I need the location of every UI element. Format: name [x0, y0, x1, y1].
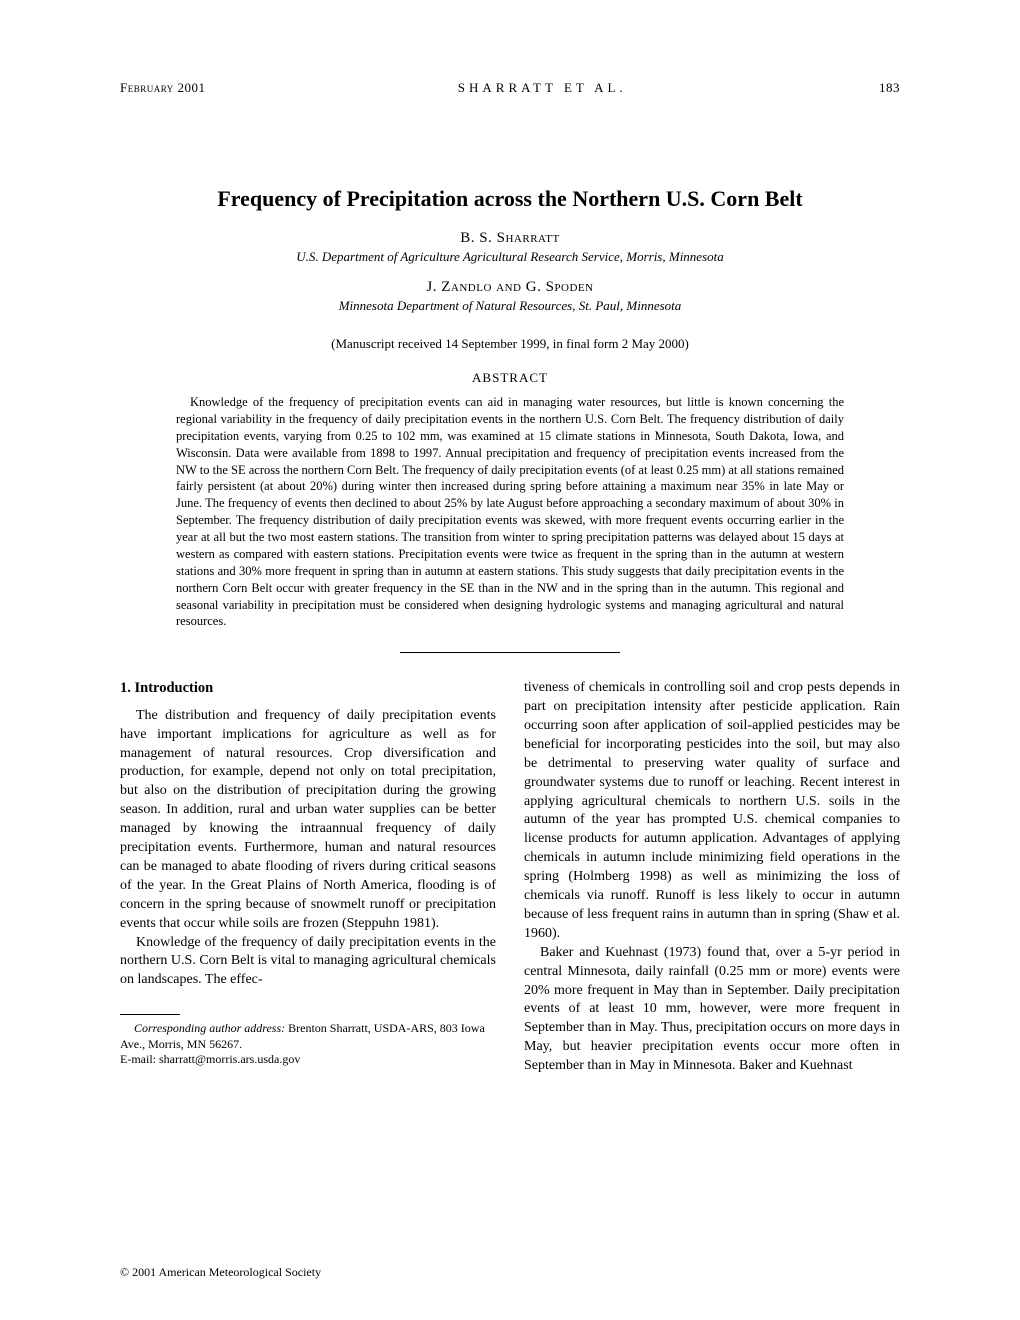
author-block-2: J. Zandlo and G. Spoden Minnesota Depart…	[120, 279, 900, 314]
left-column: 1. Introduction The distribution and fre…	[120, 679, 496, 1076]
author-affiliation-1: U.S. Department of Agriculture Agricultu…	[120, 249, 900, 265]
abstract-heading: ABSTRACT	[120, 370, 900, 386]
copyright-notice: © 2001 American Meteorological Society	[120, 1265, 321, 1280]
right-column: tiveness of chemicals in controlling soi…	[524, 679, 900, 1076]
header-page-number: 183	[879, 80, 900, 96]
footnote-label: Corresponding author address:	[134, 1021, 285, 1035]
body-columns: 1. Introduction The distribution and fre…	[120, 679, 900, 1076]
running-header: February 2001 SHARRATT ET AL. 183	[120, 80, 900, 96]
intro-para-4: Baker and Kuehnast (1973) found that, ov…	[524, 944, 900, 1076]
abstract-body: Knowledge of the frequency of precipitat…	[176, 394, 844, 630]
intro-para-1: The distribution and frequency of daily …	[120, 707, 496, 934]
footnote-email: E-mail: sharratt@morris.ars.usda.gov	[120, 1052, 496, 1068]
author-name-1: B. S. Sharratt	[120, 230, 900, 247]
author-name-2: J. Zandlo and G. Spoden	[120, 279, 900, 296]
corresponding-author-footnote: Corresponding author address: Brenton Sh…	[120, 1021, 496, 1052]
manuscript-dates: (Manuscript received 14 September 1999, …	[120, 336, 900, 352]
header-authors: SHARRATT ET AL.	[458, 80, 627, 96]
section-heading-intro: 1. Introduction	[120, 679, 496, 699]
header-date: February 2001	[120, 80, 206, 96]
divider-rule	[400, 652, 620, 653]
author-block-1: B. S. Sharratt U.S. Department of Agricu…	[120, 230, 900, 265]
footnote-rule	[120, 1014, 180, 1015]
article-title: Frequency of Precipitation across the No…	[120, 186, 900, 212]
intro-para-3: tiveness of chemicals in controlling soi…	[524, 679, 900, 943]
author-affiliation-2: Minnesota Department of Natural Resource…	[120, 298, 900, 314]
intro-para-2: Knowledge of the frequency of daily prec…	[120, 934, 496, 991]
